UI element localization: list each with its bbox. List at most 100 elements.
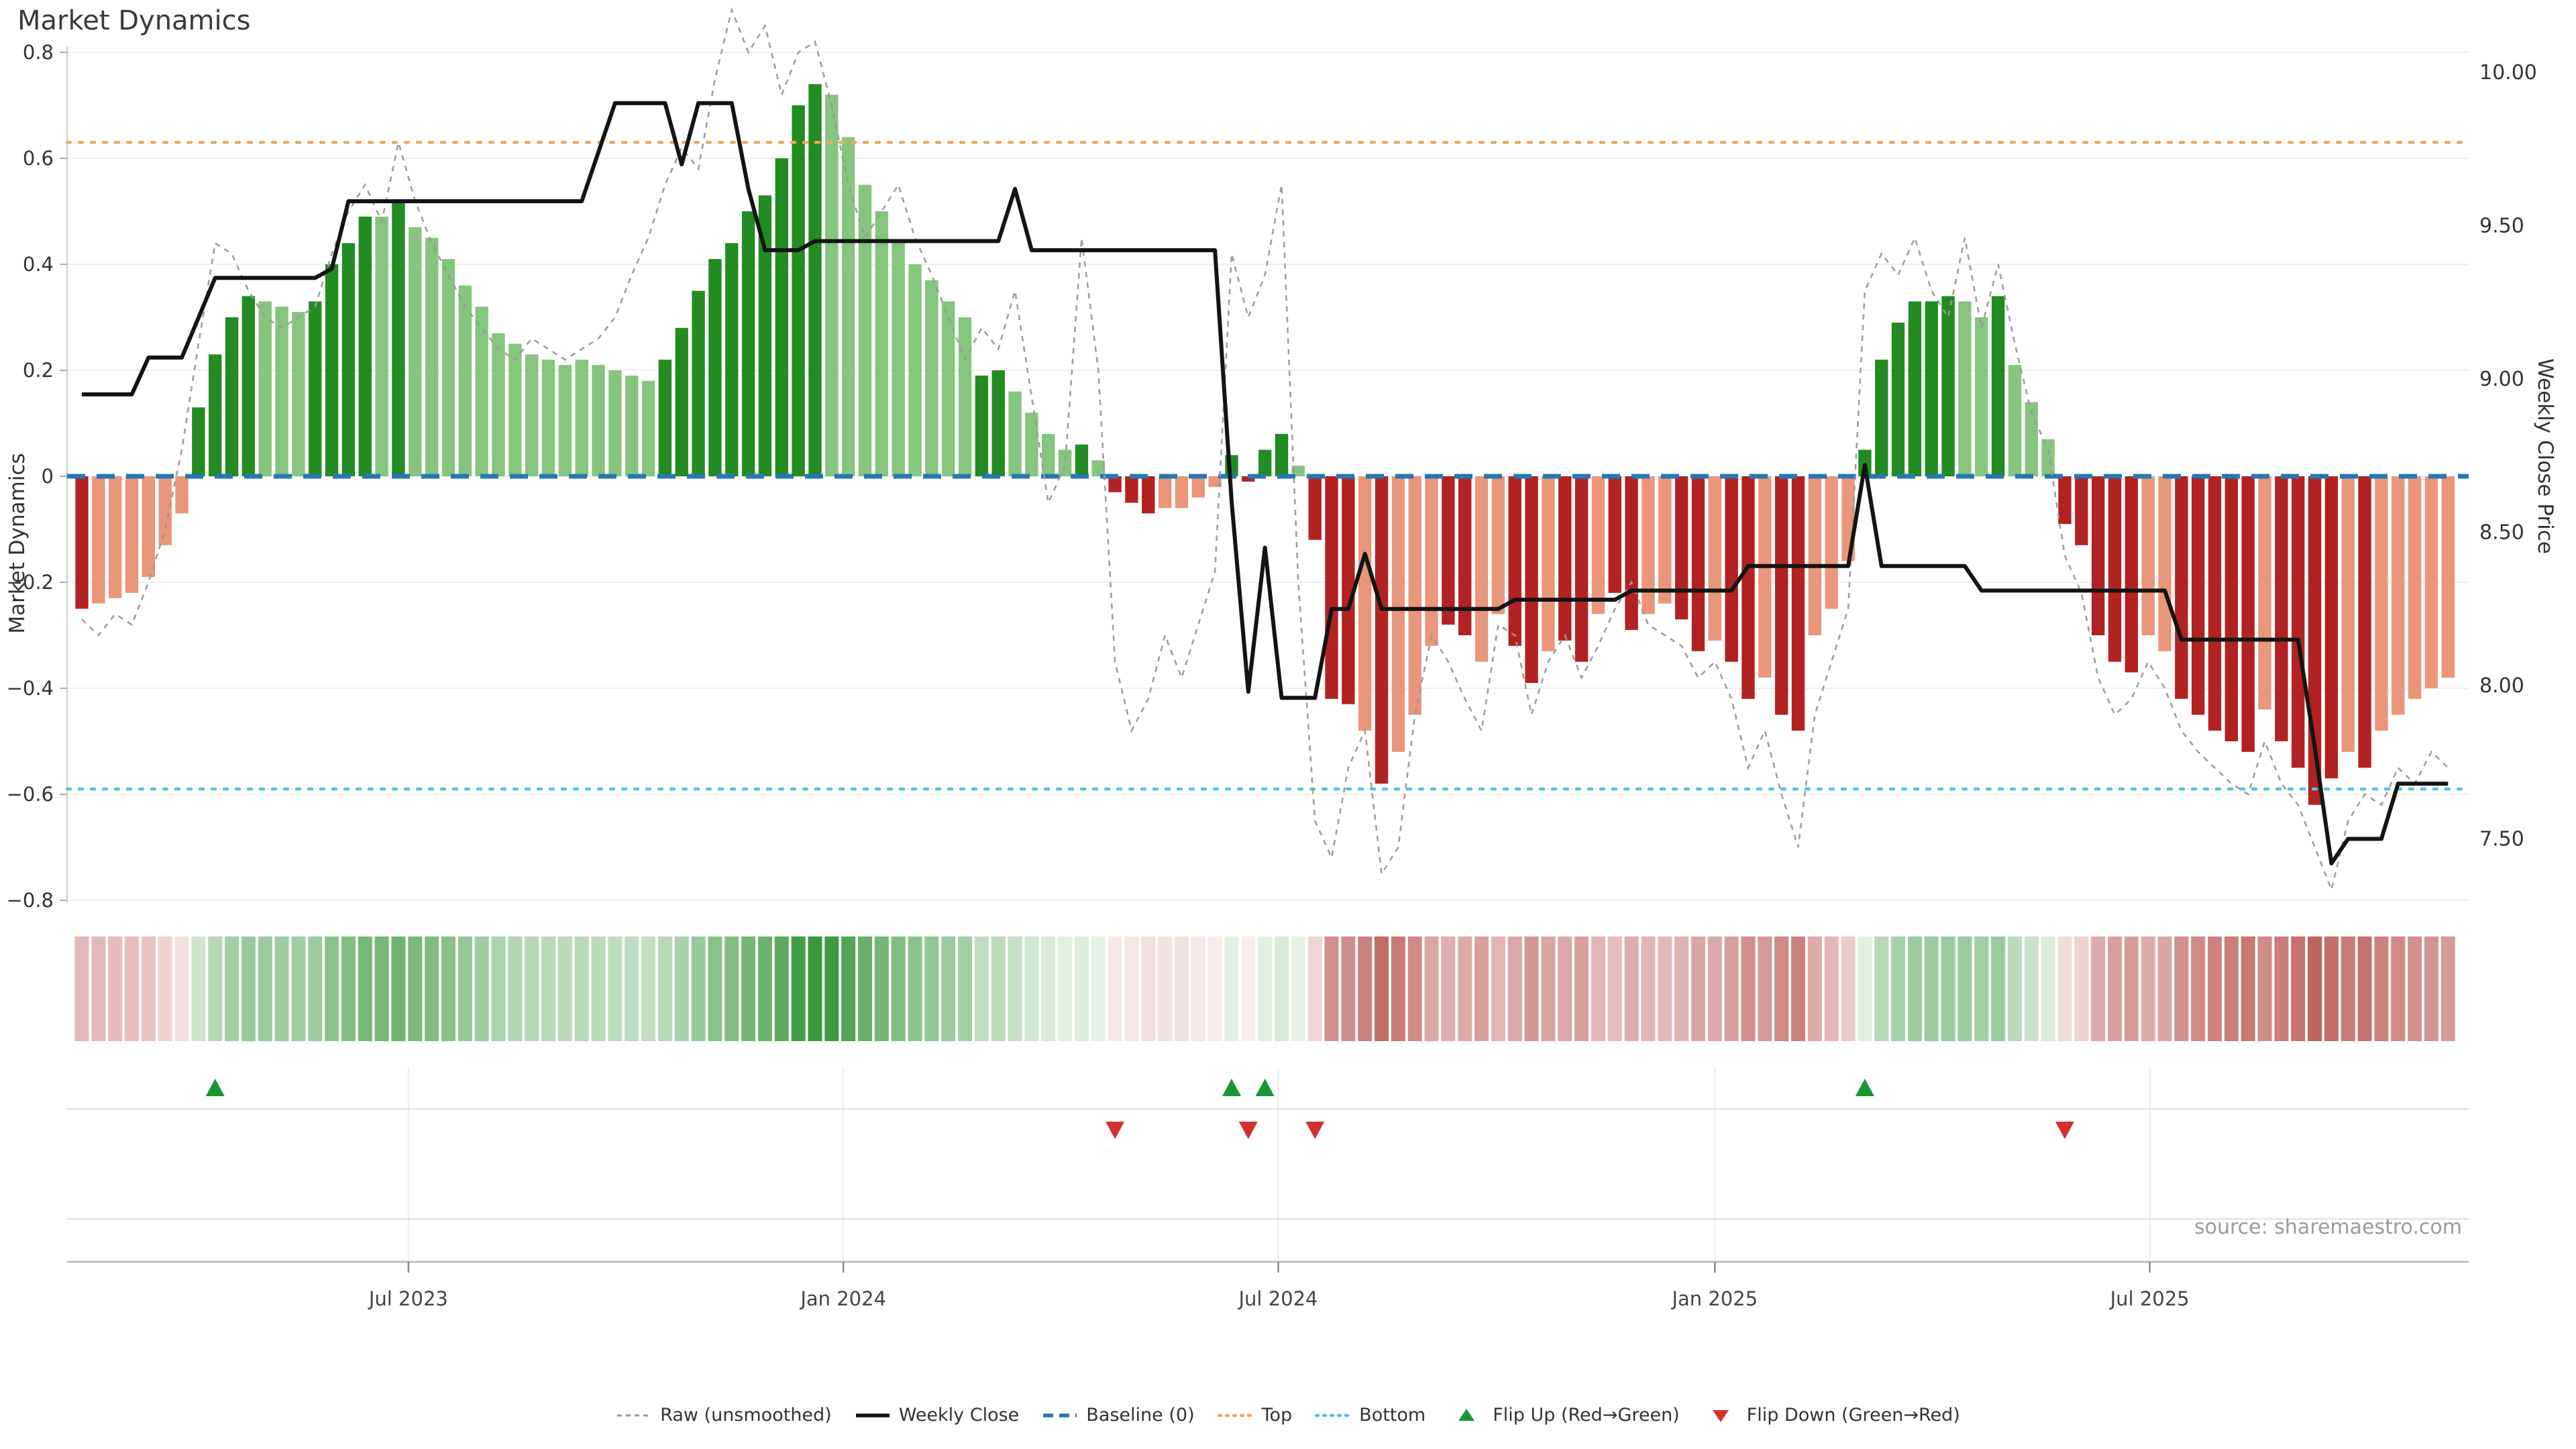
heatmap-cell (958, 936, 973, 1041)
dynamics-bar (2141, 476, 2155, 635)
dynamics-bar (1908, 301, 1922, 476)
flip-down-icon (1712, 1409, 1729, 1422)
dynamics-bar (292, 312, 305, 476)
heatmap-cell (1891, 936, 1906, 1041)
heatmap-cell (1324, 936, 1339, 1041)
dynamics-bar (2125, 476, 2139, 673)
dynamics-bar (1958, 301, 1972, 476)
dynamics-bar (1275, 433, 1289, 476)
heatmap-cell (308, 936, 323, 1041)
dynamics-bar (2341, 476, 2355, 752)
heatmap-cell (1241, 936, 1256, 1041)
flip-up-icon (1458, 1408, 1475, 1421)
heatmap-cell (1391, 936, 1405, 1041)
heatmap-cell (1574, 936, 1589, 1041)
dynamics-bar (2041, 439, 2055, 476)
dynamics-bar (1758, 476, 1772, 678)
dynamics-bar (525, 354, 539, 476)
heatmap-cell (924, 936, 939, 1041)
dynamics-bar (958, 317, 972, 476)
dynamics-bar (275, 307, 288, 476)
heatmap-cell (241, 936, 256, 1041)
dynamics-bar (309, 301, 322, 476)
heatmap-cell (625, 936, 639, 1041)
dynamics-bar (2108, 476, 2122, 662)
dynamics-bar (2241, 476, 2255, 752)
y-axis-left-tick-label: −0.2 (7, 571, 54, 594)
dynamics-bar (192, 407, 205, 476)
dynamics-bar (1574, 476, 1589, 662)
dynamics-bar (808, 84, 822, 476)
dynamics-bar (1442, 476, 1455, 625)
dynamics-bar (2175, 476, 2188, 699)
dynamics-bar (1691, 476, 1705, 651)
legend-item-2: Baseline (0) (1042, 1405, 1195, 1426)
dynamics-bar (1375, 476, 1389, 784)
heatmap-cell (1507, 936, 1522, 1041)
dynamics-bar (1008, 391, 1022, 476)
dynamics-bar (792, 105, 805, 476)
heatmap-cell (657, 936, 672, 1041)
dynamics-bar (508, 343, 522, 476)
dynamics-bar (1875, 360, 1888, 476)
heatmap-cell (258, 936, 272, 1041)
heatmap-cell (508, 936, 523, 1041)
heatmap-cell (1974, 936, 1989, 1041)
heatmap-cell (325, 936, 339, 1041)
dynamics-bar (158, 476, 172, 545)
heatmap-cell (2157, 936, 2172, 1041)
dynamics-bar (1608, 476, 1621, 593)
heatmap-cell (1591, 936, 1605, 1041)
heatmap-cell (1707, 936, 1722, 1041)
legend: Raw (unsmoothed) Weekly Close Baseline (0)… (0, 1405, 2576, 1426)
dynamics-bar (1075, 444, 1089, 476)
heatmap-cell (1791, 936, 1806, 1041)
dynamics-bar (2275, 476, 2288, 741)
dynamics-bar (1658, 476, 1672, 604)
heatmap-cell (291, 936, 306, 1041)
heatmap-cell (1424, 936, 1439, 1041)
heatmap-cell (191, 936, 206, 1041)
flip-down-marker (1106, 1122, 1125, 1139)
heatmap-cell (1924, 936, 1939, 1041)
heatmap-cell (857, 936, 872, 1041)
y-axis-left-tick-label: −0.4 (7, 677, 54, 700)
dynamics-bar (1258, 449, 1272, 476)
chart-title: Market Dynamics (17, 5, 251, 36)
heatmap-cell (1174, 936, 1189, 1041)
heatmap-cell (1458, 936, 1472, 1041)
heatmap-cell (1008, 936, 1022, 1041)
heatmap-cell (2357, 936, 2372, 1041)
dynamics-bar (1242, 476, 1255, 482)
dynamics-bar (1425, 476, 1438, 646)
heatmap-cell (1291, 936, 1305, 1041)
heatmap-cell (1674, 936, 1689, 1041)
heatmap-cell (1690, 936, 1705, 1041)
dynamics-bar (341, 243, 356, 476)
heatmap-cell (1758, 936, 1772, 1041)
heatmap-cell (458, 936, 472, 1041)
dynamics-bar (225, 317, 239, 476)
dynamics-bar (358, 216, 372, 476)
heatmap-cell (2208, 936, 2222, 1041)
heatmap-cell (941, 936, 956, 1041)
dynamics-bar (2324, 476, 2339, 779)
heatmap-cell (1375, 936, 1389, 1041)
dynamics-bar (1725, 476, 1738, 662)
dynamics-bar (2158, 476, 2171, 651)
y-axis-left-tick-label: 0.4 (23, 253, 54, 276)
dynamics-bar (858, 184, 872, 476)
heatmap-cell (1141, 936, 1156, 1041)
weekly-close-line (82, 101, 2449, 866)
dynamics-bar (925, 280, 938, 476)
dynamics-bar (325, 264, 339, 476)
flip-down-marker (1238, 1122, 1258, 1139)
heatmap-cell (425, 936, 439, 1041)
heatmap-cell (74, 936, 89, 1041)
legend-label: Flip Down (Green→Red) (1746, 1405, 1960, 1426)
dynamics-bar (1891, 322, 1905, 476)
heatmap-cell (2257, 936, 2272, 1041)
dynamics-bar (575, 360, 588, 476)
